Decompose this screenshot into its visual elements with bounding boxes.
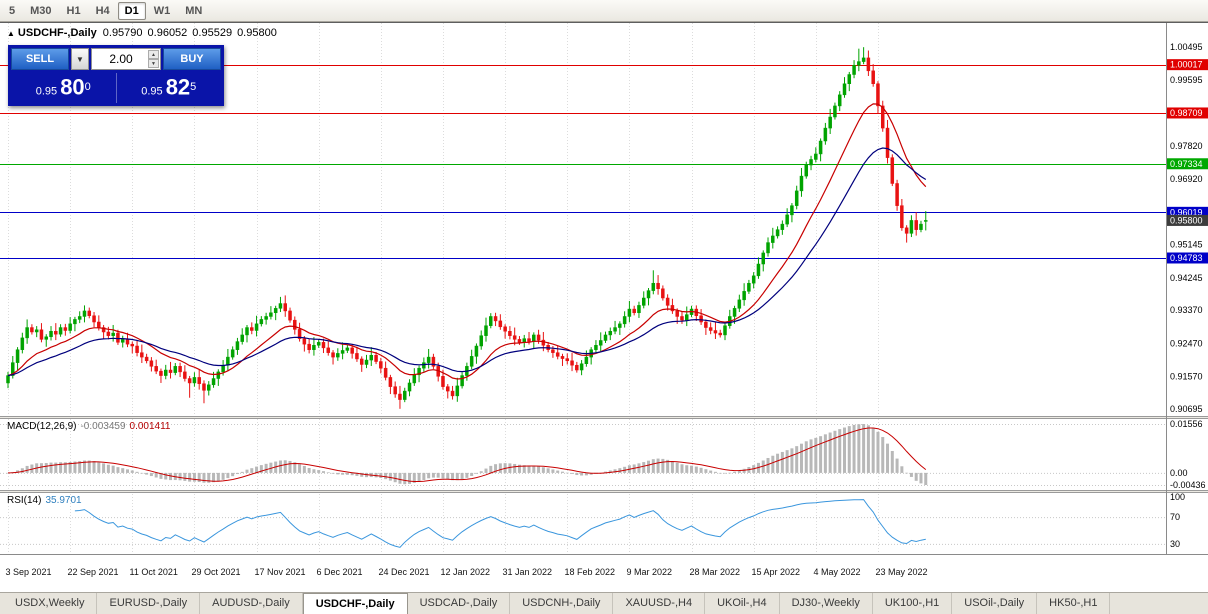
svg-text:0.97820: 0.97820 — [1170, 141, 1203, 151]
svg-text:0.01556: 0.01556 — [1170, 419, 1203, 429]
chevron-down-icon: ▼ — [76, 54, 84, 64]
chart-tab-uk100-h1[interactable]: UK100-,H1 — [873, 593, 953, 614]
chart-tab-ukoil-h4[interactable]: UKOil-,H4 — [705, 593, 780, 614]
rsi-value: 35.9701 — [45, 495, 82, 506]
ohlc-open: 0.95790 — [102, 27, 143, 39]
svg-text:15 Apr 2022: 15 Apr 2022 — [752, 567, 801, 577]
svg-text:22 Sep 2021: 22 Sep 2021 — [68, 567, 119, 577]
sell-price-prefix: 0.95 — [35, 85, 58, 98]
sell-button[interactable]: SELL — [11, 48, 69, 70]
price-axis[interactable]: 1.00495 0.99595 0.97820 0.96920 0.95145 0.942… — [1167, 42, 1208, 549]
svg-text:11 Oct 2021: 11 Oct 2021 — [130, 567, 178, 577]
timeframe-toolbar: 5 M30 H1 H4 D1 W1 MN — [0, 0, 1208, 22]
chart-tab-audusd-daily[interactable]: AUDUSD-,Daily — [200, 593, 303, 614]
sell-price-pipette: 0 — [84, 81, 91, 93]
chart-tab-hk50-h1[interactable]: HK50-,H1 — [1037, 593, 1111, 614]
macd-signal-value: 0.001411 — [129, 421, 171, 432]
svg-text:0.96019: 0.96019 — [1170, 207, 1203, 217]
buy-price-prefix: 0.95 — [141, 85, 163, 98]
chart-canvas[interactable]: 1.00495 0.99595 0.97820 0.96920 0.95145 0.942… — [0, 23, 1208, 593]
chart-tab-usoil-daily[interactable]: USOil-,Daily — [952, 593, 1038, 614]
svg-text:0.96920: 0.96920 — [1170, 174, 1203, 184]
rsi-pane[interactable] — [0, 499, 1166, 548]
price-pane[interactable] — [0, 47, 1166, 409]
svg-text:9 Mar 2022: 9 Mar 2022 — [627, 567, 673, 577]
svg-text:0.97334: 0.97334 — [1170, 159, 1203, 169]
timeframe-button-5[interactable]: 5 — [9, 4, 16, 17]
chart-tab-usdcad-daily[interactable]: USDCAD-,Daily — [408, 593, 511, 614]
svg-text:0.92470: 0.92470 — [1170, 338, 1203, 348]
pane-separators — [0, 23, 1208, 593]
svg-text:0.98709: 0.98709 — [1170, 108, 1203, 118]
timeframe-button-h1[interactable]: H1 — [66, 4, 81, 17]
chart-tab-dj30-weekly[interactable]: DJ30-,Weekly — [780, 593, 873, 614]
buy-price-big: 82 — [165, 74, 191, 100]
svg-text:0.95800: 0.95800 — [1170, 215, 1203, 225]
svg-text:29 Oct 2021: 29 Oct 2021 — [192, 567, 241, 577]
macd-pane[interactable] — [0, 424, 1166, 486]
rsi-name: RSI(14) — [7, 495, 42, 506]
svg-text:18 Feb 2022: 18 Feb 2022 — [565, 567, 616, 577]
rsi-label: RSI(14) 35.9701 — [7, 495, 82, 506]
svg-text:17 Nov 2021: 17 Nov 2021 — [255, 567, 306, 577]
svg-text:0.94783: 0.94783 — [1170, 253, 1203, 263]
svg-text:30: 30 — [1170, 539, 1180, 549]
sell-price-big: 80 — [60, 74, 85, 100]
timeframe-button-d1[interactable]: D1 — [117, 1, 146, 20]
svg-text:0.99595: 0.99595 — [1170, 75, 1203, 85]
stepper-up-icon[interactable]: ▲ — [148, 50, 159, 59]
svg-text:0.94245: 0.94245 — [1170, 273, 1203, 283]
macd-main-value: -0.003459 — [80, 421, 126, 432]
buy-price-pipette: 5 — [190, 81, 197, 93]
chart-tab-eurusd-daily[interactable]: EURUSD-,Daily — [97, 593, 201, 614]
one-click-trading-panel: SELL ▼ ▲ ▼ BUY 0.95 800 0.95 825 — [8, 45, 224, 106]
svg-text:100: 100 — [1170, 492, 1185, 502]
symbol-triangle-icon: ▲ — [7, 29, 15, 38]
chart-symbol-label: USDCHF-,Daily — [17, 27, 97, 39]
svg-text:31 Jan 2022: 31 Jan 2022 — [503, 567, 553, 577]
svg-text:4 May 2022: 4 May 2022 — [814, 567, 861, 577]
volume-dropdown-button[interactable]: ▼ — [71, 48, 89, 70]
svg-text:6 Dec 2021: 6 Dec 2021 — [317, 567, 363, 577]
volume-stepper[interactable]: ▲ ▼ — [148, 50, 159, 68]
svg-text:23 May 2022: 23 May 2022 — [876, 567, 928, 577]
date-axis[interactable]: 3 Sep 2021 22 Sep 2021 11 Oct 2021 29 Oct 2… — [6, 567, 928, 577]
ohlc-low: 0.95529 — [192, 27, 233, 39]
chart-tabs-bar: USDX,Weekly EURUSD-,Daily AUDUSD-,Daily USD… — [0, 592, 1208, 614]
ohlc-high: 0.96052 — [147, 27, 188, 39]
svg-text:0.90695: 0.90695 — [1170, 404, 1203, 414]
volume-input[interactable] — [92, 51, 160, 67]
chart-tab-usdx-weekly[interactable]: USDX,Weekly — [3, 593, 98, 614]
svg-text:3 Sep 2021: 3 Sep 2021 — [6, 567, 52, 577]
timeframe-button-mn[interactable]: MN — [185, 4, 203, 17]
buy-button[interactable]: BUY — [163, 48, 221, 70]
svg-text:0.93370: 0.93370 — [1170, 305, 1203, 315]
ohlc-close: 0.95800 — [237, 27, 277, 39]
volume-field-wrap: ▲ ▼ — [91, 48, 161, 70]
svg-text:70: 70 — [1170, 512, 1180, 522]
svg-text:-0.00436: -0.00436 — [1170, 480, 1206, 490]
svg-text:12 Jan 2022: 12 Jan 2022 — [441, 567, 491, 577]
buy-price[interactable]: 0.95 825 — [115, 73, 222, 103]
timeframe-button-m30[interactable]: M30 — [30, 4, 52, 17]
svg-text:0.91570: 0.91570 — [1170, 372, 1203, 382]
stepper-down-icon[interactable]: ▼ — [148, 59, 159, 68]
svg-text:1.00017: 1.00017 — [1170, 60, 1203, 70]
timeframe-button-w1[interactable]: W1 — [153, 4, 171, 17]
macd-label: MACD(12,26,9) -0.003459 0.001411 — [7, 421, 170, 432]
svg-text:0.95145: 0.95145 — [1170, 240, 1203, 250]
timeframe-button-h4[interactable]: H4 — [95, 4, 110, 17]
sell-price[interactable]: 0.95 800 — [11, 73, 116, 103]
chart-title: ▲ USDCHF-,Daily 0.95790 0.96052 0.95529 0.958… — [7, 27, 282, 39]
chart-tab-usdchf-daily[interactable]: USDCHF-,Daily — [302, 593, 408, 614]
svg-text:1.00495: 1.00495 — [1170, 42, 1203, 52]
macd-name: MACD(12,26,9) — [7, 421, 77, 432]
svg-text:24 Dec 2021: 24 Dec 2021 — [379, 567, 430, 577]
svg-text:0.00: 0.00 — [1170, 468, 1188, 478]
chart-tab-xauusd-h4[interactable]: XAUUSD-,H4 — [613, 593, 706, 614]
svg-text:28 Mar 2022: 28 Mar 2022 — [690, 567, 741, 577]
chart-tab-usdcnh-daily[interactable]: USDCNH-,Daily — [510, 593, 614, 614]
chart-region: 1.00495 0.99595 0.97820 0.96920 0.95145 0.942… — [0, 22, 1208, 593]
